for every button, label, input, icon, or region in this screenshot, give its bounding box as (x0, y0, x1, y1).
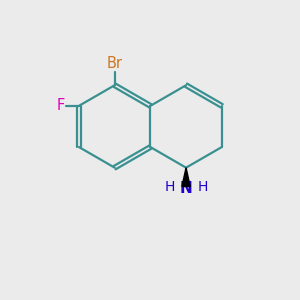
Text: N: N (180, 182, 192, 196)
Text: H: H (197, 180, 208, 194)
Polygon shape (182, 168, 190, 187)
Text: Br: Br (107, 56, 123, 71)
Text: F: F (56, 98, 64, 113)
Text: H: H (164, 180, 175, 194)
